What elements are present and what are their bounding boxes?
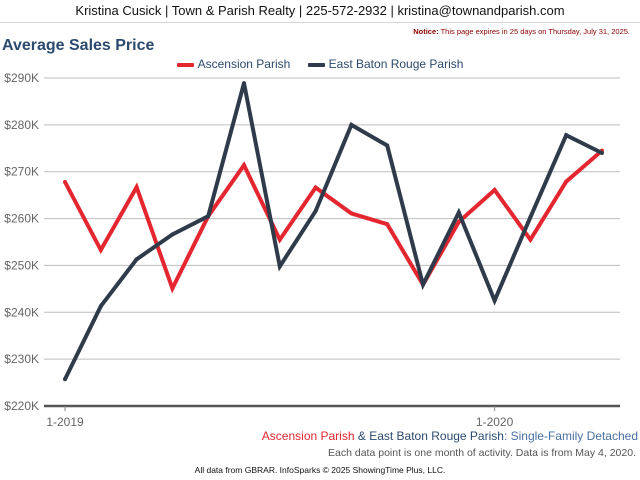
subtitle-property-type: Single-Family Detached xyxy=(510,429,638,443)
y-tick-label: $220K xyxy=(4,399,39,413)
subtitle-joiner: & xyxy=(354,429,370,443)
footer-credit: All data from GBRAR. InfoSparks © 2025 S… xyxy=(194,465,446,475)
subtitle-series-a: Ascension Parish xyxy=(261,429,355,443)
legend-swatch-ascension xyxy=(176,62,194,67)
data-point-ascension[interactable] xyxy=(313,185,318,190)
data-point-ebr[interactable] xyxy=(492,298,497,303)
data-point-ascension[interactable] xyxy=(277,237,282,242)
data-point-ascension[interactable] xyxy=(134,185,139,190)
expiry-notice: Notice: This page expires in 25 days on … xyxy=(413,27,630,36)
data-point-ebr[interactable] xyxy=(170,232,175,237)
legend-label-ebr: East Baton Rouge Parish xyxy=(328,57,464,71)
notice-text: This page expires in 25 days on Thursday… xyxy=(440,27,630,36)
data-point-ascension[interactable] xyxy=(528,237,533,242)
data-point-ascension[interactable] xyxy=(170,286,175,291)
legend-item-ebr[interactable]: East Baton Rouge Parish xyxy=(307,57,464,71)
subtitle-colon: : xyxy=(503,429,511,443)
y-tick-label: $230K xyxy=(4,352,39,366)
data-point-ascension[interactable] xyxy=(349,211,354,216)
chart-title: Average Sales Price xyxy=(2,37,155,54)
y-tick-label: $270K xyxy=(4,165,39,179)
data-point-ebr[interactable] xyxy=(63,377,67,382)
data-point-ebr[interactable] xyxy=(421,282,425,287)
activity-note: Each data point is one month of activity… xyxy=(328,447,636,459)
contact-info: Kristina Cusick | Town & Parish Realty |… xyxy=(75,3,565,18)
header-contact-bar: Kristina Cusick | Town & Parish Realty |… xyxy=(0,0,640,23)
grid-lines xyxy=(44,77,620,360)
legend-swatch-ebr xyxy=(307,62,325,67)
y-tick-label: $250K xyxy=(4,258,39,272)
series-lines xyxy=(63,81,604,382)
notice-label: Notice: xyxy=(413,27,439,36)
data-point-ascension[interactable] xyxy=(385,222,390,227)
series-line-ascension[interactable] xyxy=(63,149,604,294)
data-point-ebr[interactable] xyxy=(242,81,246,86)
data-point-ebr[interactable] xyxy=(349,122,354,127)
subtitle-series-b: East Baton Rouge Parish xyxy=(369,429,504,443)
data-point-ascension[interactable] xyxy=(456,219,461,224)
chart-legend: Ascension Parish East Baton Rouge Parish xyxy=(0,57,640,71)
data-point-ascension[interactable] xyxy=(63,180,67,185)
x-tick-label: 1-2020 xyxy=(476,415,514,429)
data-point-ascension[interactable] xyxy=(564,179,569,184)
legend-label-ascension: Ascension Parish xyxy=(197,57,291,71)
y-tick-label: $240K xyxy=(4,305,39,319)
data-point-ebr[interactable] xyxy=(206,214,211,219)
y-tick-label: $280K xyxy=(4,118,39,132)
data-point-ebr[interactable] xyxy=(385,143,390,148)
data-point-ebr[interactable] xyxy=(600,150,604,155)
x-tick-label: 1-2019 xyxy=(46,415,84,429)
y-tick-label: $260K xyxy=(4,212,39,226)
data-point-ascension[interactable] xyxy=(98,247,103,252)
chart-subtitle: Ascension Parish & East Baton Rouge Pari… xyxy=(262,429,638,443)
data-point-ascension[interactable] xyxy=(242,163,246,168)
legend-item-ascension[interactable]: Ascension Parish xyxy=(176,57,291,71)
data-point-ebr[interactable] xyxy=(456,210,461,215)
data-point-ebr[interactable] xyxy=(98,304,103,309)
data-point-ebr[interactable] xyxy=(277,264,282,269)
series-line-ebr[interactable] xyxy=(63,82,603,381)
data-point-ebr[interactable] xyxy=(564,133,569,138)
data-point-ascension[interactable] xyxy=(492,187,497,192)
data-point-ebr[interactable] xyxy=(528,215,533,220)
data-point-ebr[interactable] xyxy=(134,257,139,262)
data-point-ebr[interactable] xyxy=(313,209,318,214)
y-tick-label: $290K xyxy=(4,71,39,85)
axes: $220K $230K $240K $250K $260K $270K $280K $290K… xyxy=(4,71,620,429)
